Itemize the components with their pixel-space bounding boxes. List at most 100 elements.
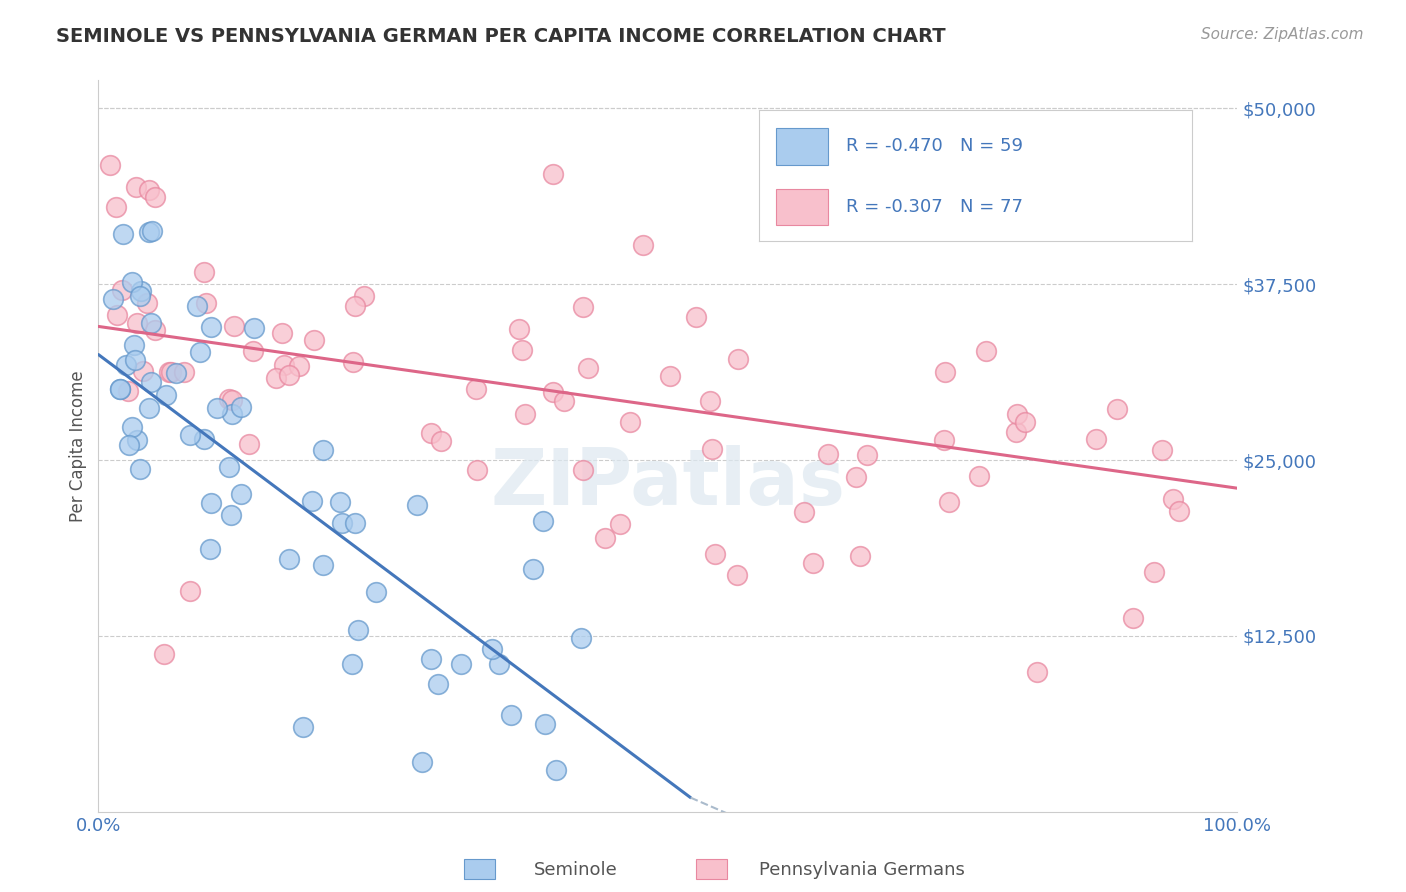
Point: [609, 517, 631, 532]
Point: [1026, 665, 1049, 679]
Point: [464, 383, 486, 397]
Point: [932, 433, 955, 447]
Point: [1005, 407, 1028, 421]
Point: [543, 384, 565, 399]
Point: [238, 437, 260, 451]
Text: Pennsylvania Germans: Pennsylvania Germans: [759, 861, 965, 879]
Point: [222, 318, 245, 333]
Point: [342, 355, 364, 369]
Point: [725, 567, 748, 582]
Point: [302, 333, 325, 347]
Point: [152, 647, 174, 661]
Point: [571, 300, 593, 314]
Point: [727, 351, 749, 366]
Point: [287, 359, 309, 373]
Point: [553, 394, 575, 409]
Point: [849, 549, 872, 564]
Point: [179, 584, 201, 599]
Point: [111, 227, 134, 241]
Point: [855, 448, 877, 462]
Point: [200, 541, 222, 556]
Point: [501, 708, 523, 723]
Point: [330, 516, 353, 530]
Point: [340, 657, 363, 671]
Point: [143, 323, 166, 337]
Point: [576, 361, 599, 376]
Point: [1168, 504, 1191, 518]
Point: [543, 167, 565, 181]
Point: [631, 238, 654, 252]
Point: [329, 494, 352, 508]
Point: [141, 375, 163, 389]
Point: [229, 487, 252, 501]
Point: [243, 321, 266, 335]
Point: [546, 763, 568, 777]
Point: [218, 392, 240, 406]
Point: [195, 296, 218, 310]
Point: [1084, 433, 1107, 447]
Point: [533, 717, 555, 731]
Point: [1005, 425, 1028, 440]
Point: [974, 343, 997, 358]
Point: [118, 438, 141, 452]
Point: [934, 366, 956, 380]
Point: [700, 442, 723, 457]
Point: [569, 632, 592, 646]
Text: Source: ZipAtlas.com: Source: ZipAtlas.com: [1201, 27, 1364, 42]
Point: [193, 265, 215, 279]
Point: [277, 368, 299, 382]
Point: [364, 585, 387, 599]
Point: [105, 308, 128, 322]
Point: [817, 447, 839, 461]
Point: [139, 316, 162, 330]
Point: [138, 401, 160, 415]
Point: [121, 275, 143, 289]
Point: [129, 284, 152, 298]
Point: [411, 756, 433, 770]
Point: [157, 365, 180, 379]
Point: [193, 432, 215, 446]
Point: [522, 562, 544, 576]
Point: [619, 415, 641, 429]
Point: [450, 657, 472, 671]
Point: [845, 470, 868, 484]
Point: [343, 516, 366, 530]
Point: [699, 394, 721, 409]
Point: [124, 179, 146, 194]
Point: [179, 428, 201, 442]
Point: [98, 158, 121, 172]
Point: [129, 462, 152, 476]
Point: [311, 558, 333, 573]
Point: [221, 407, 243, 421]
Point: [143, 190, 166, 204]
Point: [659, 368, 682, 383]
Point: [155, 388, 177, 402]
Point: [353, 289, 375, 303]
Point: [271, 326, 294, 340]
Point: [117, 384, 139, 398]
Point: [108, 382, 131, 396]
Point: [312, 443, 335, 458]
Text: ZIPatlas: ZIPatlas: [491, 444, 845, 521]
Point: [344, 299, 367, 313]
Point: [1143, 566, 1166, 580]
Point: [165, 366, 187, 380]
Point: [419, 652, 441, 666]
Point: [426, 676, 449, 690]
Point: [188, 345, 211, 359]
Point: [1107, 402, 1129, 417]
Point: [160, 365, 183, 379]
Point: [278, 552, 301, 566]
Point: [221, 508, 243, 522]
Point: [419, 425, 441, 440]
Point: [135, 296, 157, 310]
Point: [1122, 610, 1144, 624]
Point: [593, 531, 616, 545]
Point: [132, 364, 155, 378]
Point: [531, 514, 554, 528]
Point: [801, 556, 824, 570]
Point: [1161, 491, 1184, 506]
Point: [301, 494, 323, 508]
Point: [229, 401, 252, 415]
Point: [508, 322, 530, 336]
